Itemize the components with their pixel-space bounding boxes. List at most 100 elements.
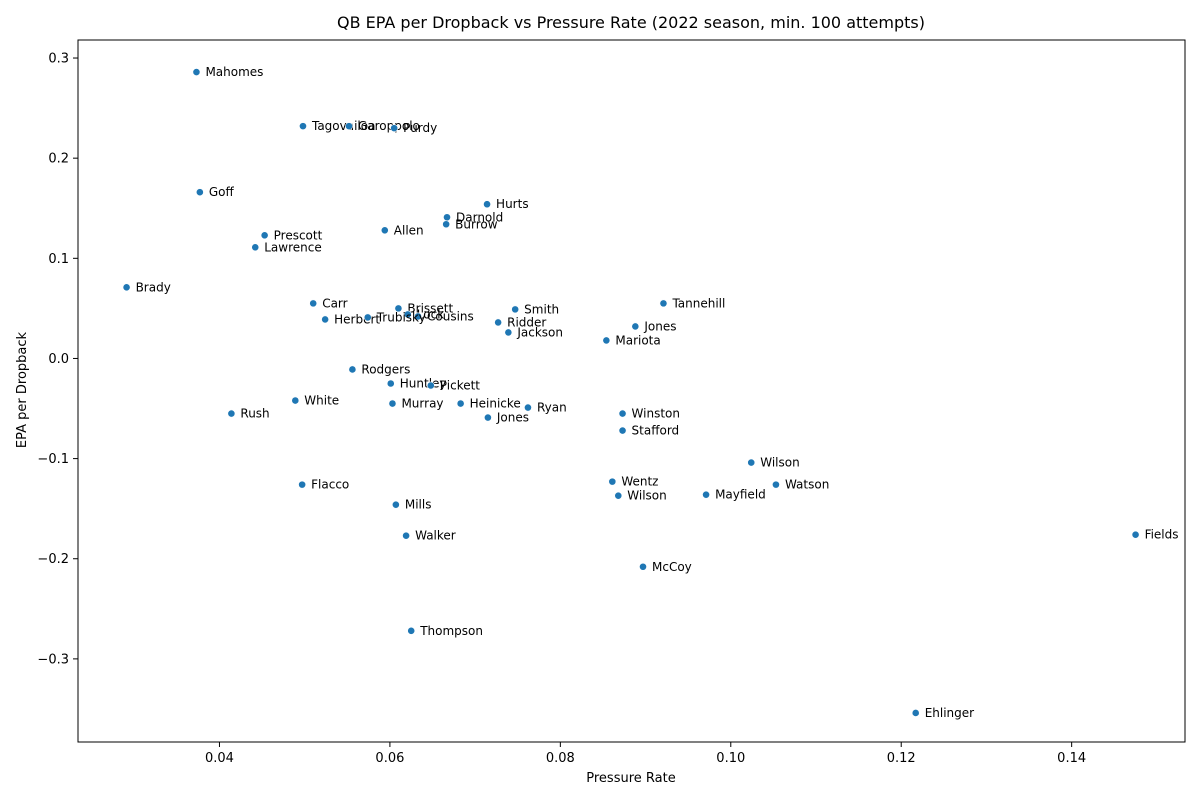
y-tick-label: 0.3 xyxy=(48,52,69,67)
point-label: Tannehill xyxy=(671,296,725,310)
data-point xyxy=(414,312,422,321)
data-point xyxy=(407,626,416,635)
data-point xyxy=(260,231,269,240)
point-label: Tagovailoa xyxy=(311,119,375,133)
y-tick-label: −0.2 xyxy=(37,552,69,567)
data-point xyxy=(1131,530,1140,539)
point-label: Allen xyxy=(394,223,424,237)
data-point xyxy=(402,531,410,540)
data-point xyxy=(443,213,451,222)
point-label: Mariota xyxy=(615,333,660,347)
point-label: Winston xyxy=(632,407,680,421)
data-point xyxy=(388,399,397,408)
point-label: Cousins xyxy=(427,309,474,323)
data-point xyxy=(608,477,617,486)
point-label: Fields xyxy=(1145,528,1179,542)
y-tick-label: −0.3 xyxy=(37,652,69,667)
point-label: Prescott xyxy=(274,228,323,242)
data-point xyxy=(321,315,330,324)
point-label: Burrow xyxy=(455,217,498,231)
point-label: Heinicke xyxy=(470,397,521,411)
data-point xyxy=(442,220,451,229)
data-point xyxy=(504,328,513,337)
point-label: Lock xyxy=(417,307,444,321)
x-tick-label: 0.12 xyxy=(887,751,916,766)
data-point xyxy=(251,243,260,252)
point-label: Jackson xyxy=(516,325,563,339)
point-label: Ehlinger xyxy=(925,706,974,720)
point-label: Goff xyxy=(209,185,235,199)
data-point xyxy=(291,396,300,405)
data-point xyxy=(394,304,403,313)
point-label: Watson xyxy=(785,478,829,492)
point-label: McCoy xyxy=(652,560,692,574)
point-label: Mahomes xyxy=(205,65,263,79)
point-label: Mayfield xyxy=(715,488,766,502)
point-label: Ridder xyxy=(507,315,546,329)
data-point xyxy=(484,413,492,422)
point-label: Brissett xyxy=(407,301,453,315)
data-point xyxy=(511,305,520,314)
y-tick-label: 0.2 xyxy=(48,152,69,167)
data-point xyxy=(363,313,372,322)
data-point xyxy=(348,365,357,374)
x-tick-label: 0.06 xyxy=(375,751,404,766)
plot-frame xyxy=(77,39,1186,743)
point-label: Rush xyxy=(240,407,269,421)
point-label: Rodgers xyxy=(361,362,410,376)
y-tick-label: 0.0 xyxy=(48,352,69,367)
data-point xyxy=(403,310,412,319)
data-point xyxy=(631,322,640,331)
point-label: Lawrence xyxy=(264,240,322,254)
data-point xyxy=(747,458,756,467)
point-label: Wilson xyxy=(760,456,799,470)
point-label: Flacco xyxy=(311,478,349,492)
point-label: Murray xyxy=(401,397,443,411)
data-point xyxy=(192,68,201,76)
point-label: Ryan xyxy=(537,401,567,415)
point-label: Carr xyxy=(322,296,347,310)
x-tick-label: 0.04 xyxy=(205,751,234,766)
y-tick-label: 0.1 xyxy=(48,252,69,267)
point-label: Darnold xyxy=(456,210,503,224)
data-point xyxy=(524,403,532,412)
data-point xyxy=(618,426,627,435)
data-point xyxy=(386,379,395,388)
point-label: Pickett xyxy=(440,378,481,392)
data-point xyxy=(772,480,780,489)
point-label: White xyxy=(304,394,339,408)
data-point xyxy=(298,480,307,489)
x-tick-label: 0.14 xyxy=(1057,751,1086,766)
point-label: Stafford xyxy=(632,424,680,438)
data-point xyxy=(122,283,131,292)
data-point xyxy=(659,299,668,308)
plot-area: 0.04 0.06 0.08 0.10 0.12 0.14 −0.3 −0.2 −0.1 0.0 0… xyxy=(37,39,1186,766)
data-point xyxy=(456,399,465,408)
point-label: Jones xyxy=(496,411,529,425)
data-point xyxy=(195,188,204,197)
data-point xyxy=(702,490,710,499)
point-label: Brady xyxy=(136,280,171,294)
point-label: Wentz xyxy=(621,475,658,489)
point-label: Mills xyxy=(405,498,432,512)
x-tick-label: 0.08 xyxy=(546,751,575,766)
data-point xyxy=(614,491,623,500)
x-tick-label: 0.10 xyxy=(716,751,745,766)
point-label: Wilson xyxy=(627,489,666,503)
data-point xyxy=(345,122,353,131)
data-point xyxy=(911,709,920,717)
data-point xyxy=(639,562,647,571)
point-label: Smith xyxy=(524,302,559,316)
data-point xyxy=(391,500,400,509)
point-label: Trubisky xyxy=(376,310,426,324)
point-label: Walker xyxy=(415,529,456,543)
data-point xyxy=(227,409,236,418)
point-label: Jones xyxy=(643,319,676,333)
data-point xyxy=(309,299,318,308)
data-point xyxy=(426,381,435,390)
point-label: Herbert xyxy=(334,312,380,326)
point-label: Hurts xyxy=(496,197,529,211)
x-axis-label: Pressure Rate xyxy=(586,771,675,786)
